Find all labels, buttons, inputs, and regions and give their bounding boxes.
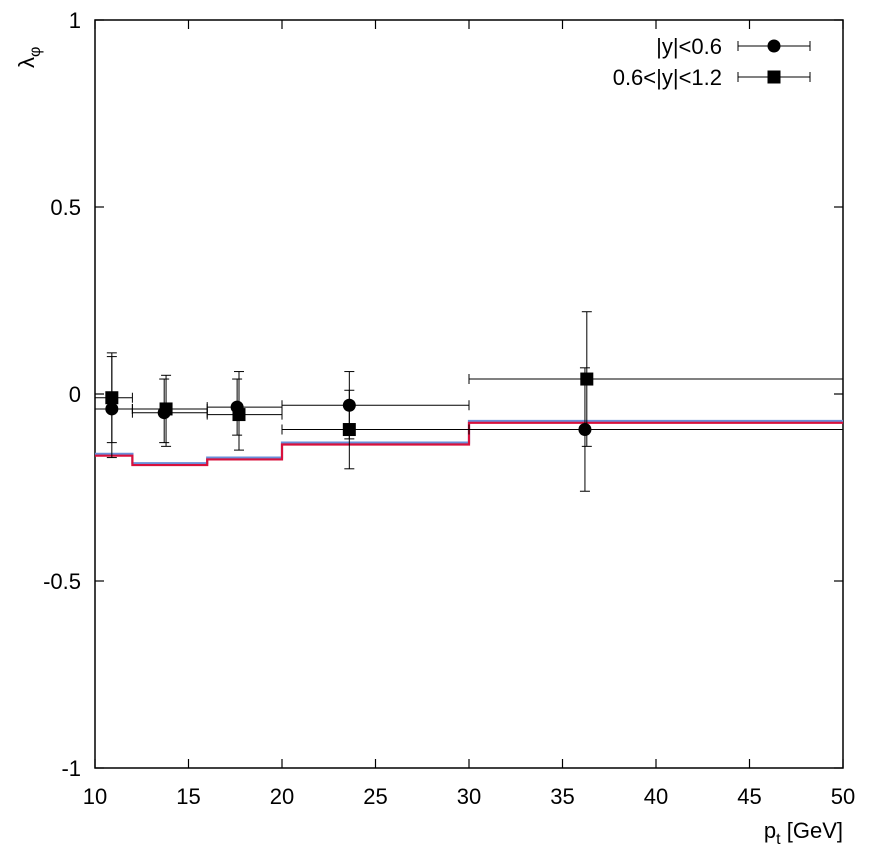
circle-marker [578,423,592,437]
y-tick-labels: -1 -0.5 0 0.5 1 [43,8,81,781]
x-axis-label-main: p [764,818,776,843]
data-point-circle [281,371,470,440]
square-marker [159,402,173,416]
data-point-square [94,352,133,444]
x-axis-label-unit: [GeV] [787,818,843,843]
data-point-square [281,389,470,470]
y-axis-label-main: λ [14,57,39,68]
x-tick-label: 35 [550,784,574,809]
legend-entry: |y|<0.6 [656,34,811,59]
legend-entry: 0.6<|y|<1.2 [613,65,811,90]
data-points [94,311,844,492]
x-tick-labels: 10 15 20 25 30 35 40 45 50 [83,784,855,809]
legend-label: 0.6<|y|<1.2 [613,65,722,90]
x-tick-label: 25 [363,784,387,809]
square-marker [580,372,594,386]
data-point-circle [206,378,283,436]
square-marker [342,423,356,437]
legend-circle-marker [767,39,781,53]
y-tick-label: -1 [61,756,81,781]
plot-area [94,19,844,769]
plot-frame [94,19,844,769]
y-tick-label: 0.5 [50,195,81,220]
x-tick-label: 45 [737,784,761,809]
legend-square-marker [767,70,781,84]
x-tick-label: 15 [176,784,200,809]
x-axis-label-sub: t [776,831,781,848]
x-tick-label: 20 [270,784,294,809]
legend-label: |y|<0.6 [656,34,722,59]
x-tick-label: 50 [831,784,855,809]
x-tick-label: 40 [644,784,668,809]
legend: |y|<0.6 0.6<|y|<1.2 [613,34,811,90]
x-tick-label: 10 [83,784,107,809]
y-tick-label: 0 [69,382,81,407]
data-point-square [131,374,208,447]
data-point-square [206,371,283,451]
axis-ticks [94,19,844,769]
y-axis-label-sub: φ [27,47,44,57]
y-axis-label: λφ [14,47,44,68]
square-marker [232,408,246,422]
y-tick-label: 1 [69,8,81,33]
x-tick-label: 30 [457,784,481,809]
y-tick-label: -0.5 [43,569,81,594]
square-marker [105,391,119,405]
x-axis-label: pt [GeV] [764,818,843,848]
data-point-circle [468,367,844,492]
data-point-square [468,311,844,447]
